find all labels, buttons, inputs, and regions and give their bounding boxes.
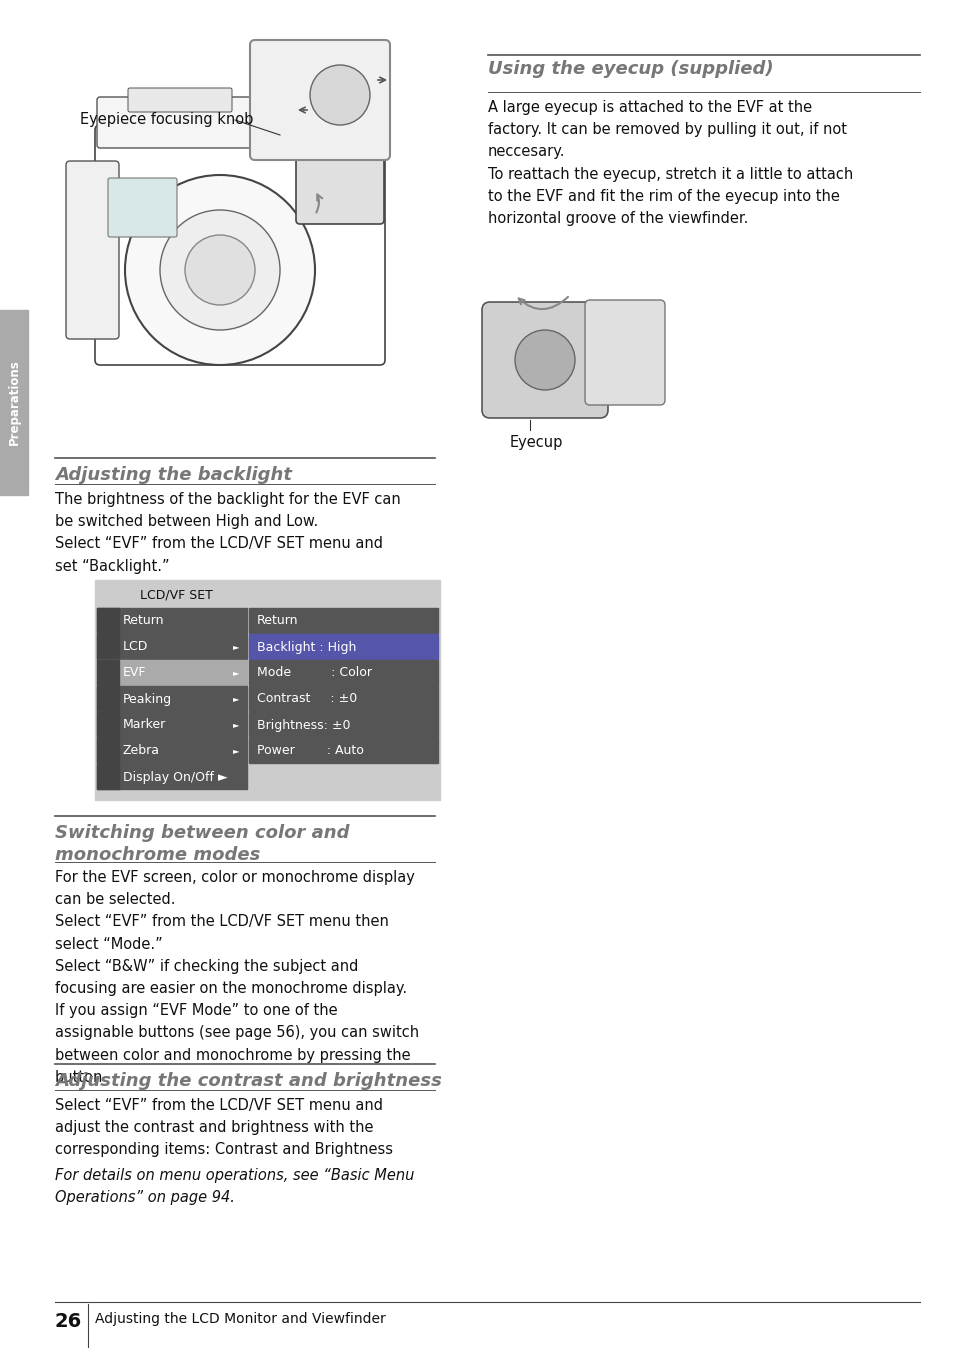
Text: Adjusting the contrast and brightness: Adjusting the contrast and brightness [55,1072,441,1090]
Bar [249,608,437,633]
Circle shape [515,330,575,389]
Text: Using the eyecup (supplied): Using the eyecup (supplied) [488,59,773,78]
Text: Display On/Off ►: Display On/Off ► [123,771,228,784]
FancyBboxPatch shape [250,41,390,160]
Bar [249,634,437,658]
Bar [249,685,437,711]
Circle shape [310,65,370,124]
Bar [97,738,247,763]
Text: LCD: LCD [123,641,149,653]
Text: Adjusting the LCD Monitor and Viewfinder: Adjusting the LCD Monitor and Viewfinder [95,1311,385,1326]
Text: Mode          : Color: Mode : Color [256,667,372,680]
Bar [0,310,28,495]
Text: EVF: EVF [123,667,147,680]
Text: Eyecup: Eyecup [510,435,563,450]
Text: ►: ► [233,721,239,730]
Text: Switching between color and
monochrome modes: Switching between color and monochrome m… [55,823,349,864]
Text: Zebra: Zebra [123,745,160,757]
Bar [97,713,119,737]
Bar [97,713,247,737]
Text: Power        : Auto: Power : Auto [256,745,363,757]
Bar [97,660,247,685]
Text: Preparations: Preparations [8,360,20,445]
Text: A large eyecup is attached to the EVF at the
factory. It can be removed by pulli: A large eyecup is attached to the EVF at… [488,100,852,226]
Text: ►: ► [233,695,239,703]
FancyBboxPatch shape [66,161,119,339]
Text: ►: ► [233,746,239,756]
FancyBboxPatch shape [295,96,384,224]
Text: Eyepiece focusing knob: Eyepiece focusing knob [80,112,253,127]
Bar [97,764,247,790]
Bar [97,685,119,711]
Text: Brightness: ±0: Brightness: ±0 [256,718,350,731]
Text: For the EVF screen, color or monochrome display
can be selected.
Select “EVF” fr: For the EVF screen, color or monochrome … [55,869,418,1084]
Text: Return: Return [256,615,298,627]
Text: Marker: Marker [123,718,166,731]
Text: The brightness of the backlight for the EVF can
be switched between High and Low: The brightness of the backlight for the … [55,492,400,573]
Text: Adjusting the backlight: Adjusting the backlight [55,466,292,484]
Text: Return: Return [123,615,164,627]
Text: ►: ► [233,642,239,652]
FancyBboxPatch shape [584,300,664,406]
Bar [97,764,119,790]
FancyBboxPatch shape [97,97,293,147]
Bar [97,685,247,711]
Bar [249,738,437,763]
Text: 26: 26 [55,1311,82,1330]
FancyBboxPatch shape [128,88,232,112]
Bar [97,608,247,633]
Text: For details on menu operations, see “Basic Menu
Operations” on page 94.: For details on menu operations, see “Bas… [55,1168,414,1205]
Circle shape [185,235,254,306]
Bar [95,580,439,800]
Bar [97,660,119,685]
Text: LCD/VF SET: LCD/VF SET [140,588,213,602]
FancyBboxPatch shape [481,301,607,418]
Bar [97,738,119,763]
Text: Backlight : High: Backlight : High [256,641,356,653]
Bar [97,608,119,633]
Bar [249,660,437,685]
Bar [97,634,119,658]
Text: Select “EVF” from the LCD/VF SET menu and
adjust the contrast and brightness wit: Select “EVF” from the LCD/VF SET menu an… [55,1098,393,1157]
Text: Peaking: Peaking [123,692,172,706]
Bar [97,634,247,658]
FancyBboxPatch shape [108,178,177,237]
FancyBboxPatch shape [95,124,385,365]
Circle shape [160,210,280,330]
Text: Contrast     : ±0: Contrast : ±0 [256,692,356,706]
Text: ►: ► [233,668,239,677]
Circle shape [125,174,314,365]
Bar [249,713,437,737]
